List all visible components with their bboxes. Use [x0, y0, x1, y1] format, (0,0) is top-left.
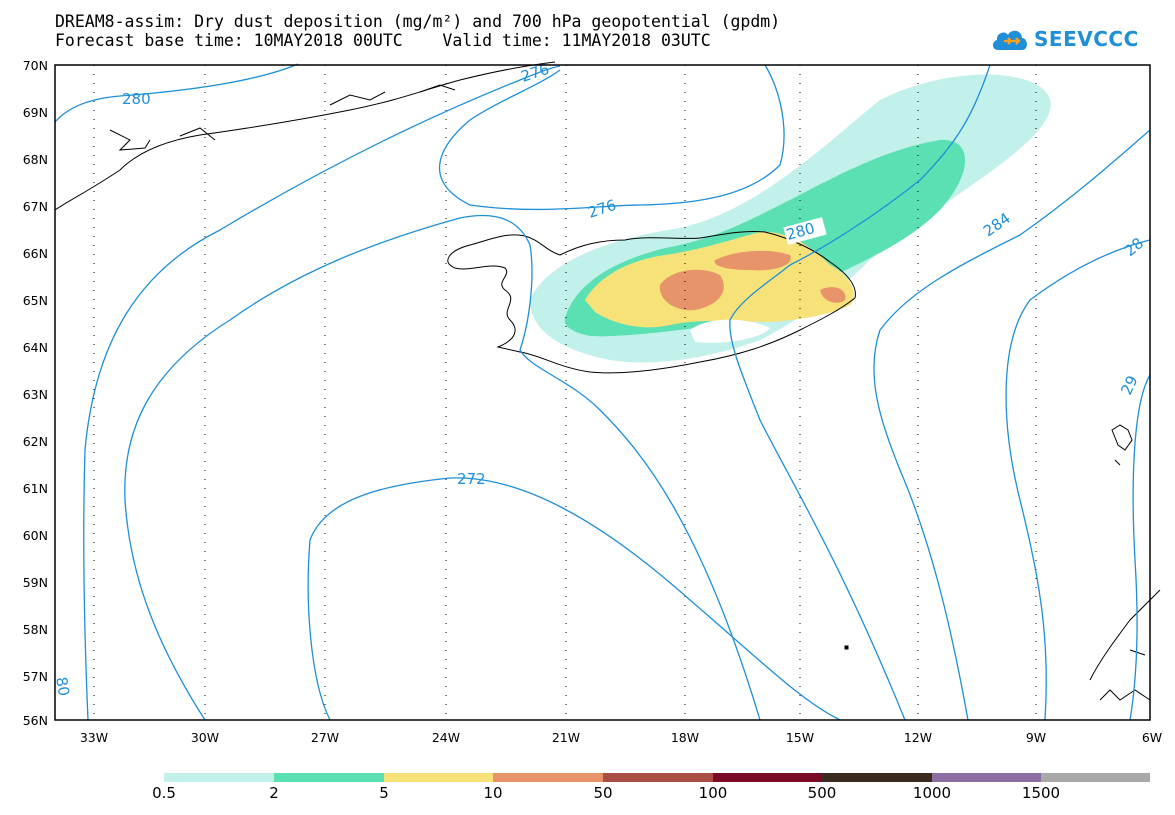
- legend-swatch-1500: [1041, 773, 1150, 782]
- lon-tick-label: 24W: [432, 730, 460, 745]
- lat-tick-label: 57N: [23, 669, 48, 684]
- coastlines: [54, 61, 1161, 701]
- legend-label: 2: [269, 784, 279, 802]
- lat-tick-label: 63N: [23, 387, 48, 402]
- dust-layer-10: [659, 250, 846, 311]
- lon-tick-label: 9W: [1026, 730, 1046, 745]
- legend-label: 100: [698, 784, 728, 802]
- forecast-times: Forecast base time: 10MAY2018 00UTC Vali…: [55, 31, 711, 50]
- contour-label: 280: [122, 90, 151, 108]
- lat-tick-label: 59N: [23, 575, 48, 590]
- lat-tick-label: 64N: [23, 340, 48, 355]
- lat-tick-label: 67N: [23, 199, 48, 214]
- greenland-coast-detail: [109, 84, 456, 151]
- legend-label: 500: [807, 784, 837, 802]
- contour-label: 272: [457, 470, 486, 488]
- lat-tick-label: 60N: [23, 528, 48, 543]
- legend-label: 50: [593, 784, 613, 802]
- lon-tick-label: 15W: [786, 730, 814, 745]
- cloud-logo-icon: [992, 30, 1027, 50]
- iceland-coast: [447, 231, 856, 374]
- latitude-axis: 70N 69N 68N 67N 66N 65N 64N 63N 62N 61N …: [23, 58, 48, 728]
- longitude-axis: 33W 30W 27W 24W 21W 18W 15W 12W 9W 6W: [80, 730, 1162, 745]
- lon-tick-label: 18W: [671, 730, 699, 745]
- lon-tick-label: 33W: [80, 730, 108, 745]
- lon-tick-label: 12W: [904, 730, 932, 745]
- lat-tick-label: 69N: [23, 105, 48, 120]
- legend-label: 0.5: [152, 784, 176, 802]
- lat-tick-label: 62N: [23, 434, 48, 449]
- lat-tick-label: 66N: [23, 246, 48, 261]
- legend-swatch-500: [822, 773, 932, 782]
- lat-tick-label: 56N: [23, 713, 48, 728]
- lat-tick-label: 68N: [23, 152, 48, 167]
- legend-swatch-100: [713, 773, 822, 782]
- contour-label: 276: [519, 60, 552, 86]
- lon-tick-label: 30W: [191, 730, 219, 745]
- contour-label: 29: [1117, 373, 1141, 398]
- contour-label: 276: [586, 196, 619, 222]
- lon-tick-label: 21W: [552, 730, 580, 745]
- contour-label: 28: [1121, 234, 1147, 260]
- logo-text: SEEVCCC: [1034, 27, 1139, 51]
- legend-swatch-2: [274, 773, 384, 782]
- map-title: DREAM8-assim: Dry dust deposition (mg/m²…: [55, 12, 781, 31]
- geopotential-contours: [54, 63, 1151, 721]
- lat-tick-label: 58N: [23, 622, 48, 637]
- lon-tick-label: 27W: [311, 730, 339, 745]
- legend-label: 5: [379, 784, 389, 802]
- legend-label: 10: [483, 784, 503, 802]
- lat-tick-label: 70N: [23, 58, 48, 73]
- legend-label: 1000: [912, 784, 952, 802]
- legend-swatch-5: [384, 773, 493, 782]
- lat-tick-label: 61N: [23, 481, 48, 496]
- legend-swatch-50: [603, 773, 713, 782]
- lat-tick-label: 65N: [23, 293, 48, 308]
- contour-label: 80: [52, 676, 73, 698]
- faroe-islands: [1111, 424, 1133, 466]
- map-frame: [54, 64, 1151, 721]
- contour-label: 284: [980, 209, 1014, 240]
- lon-tick-label: 6W: [1142, 730, 1162, 745]
- legend-swatch-0.5: [164, 773, 274, 782]
- legend-swatch-1000: [932, 773, 1041, 782]
- legend-swatch-10: [493, 773, 603, 782]
- greenland-coast: [54, 61, 556, 211]
- legend-label: 1500: [1021, 784, 1061, 802]
- seevccc-logo: SEEVCCC: [990, 22, 1139, 56]
